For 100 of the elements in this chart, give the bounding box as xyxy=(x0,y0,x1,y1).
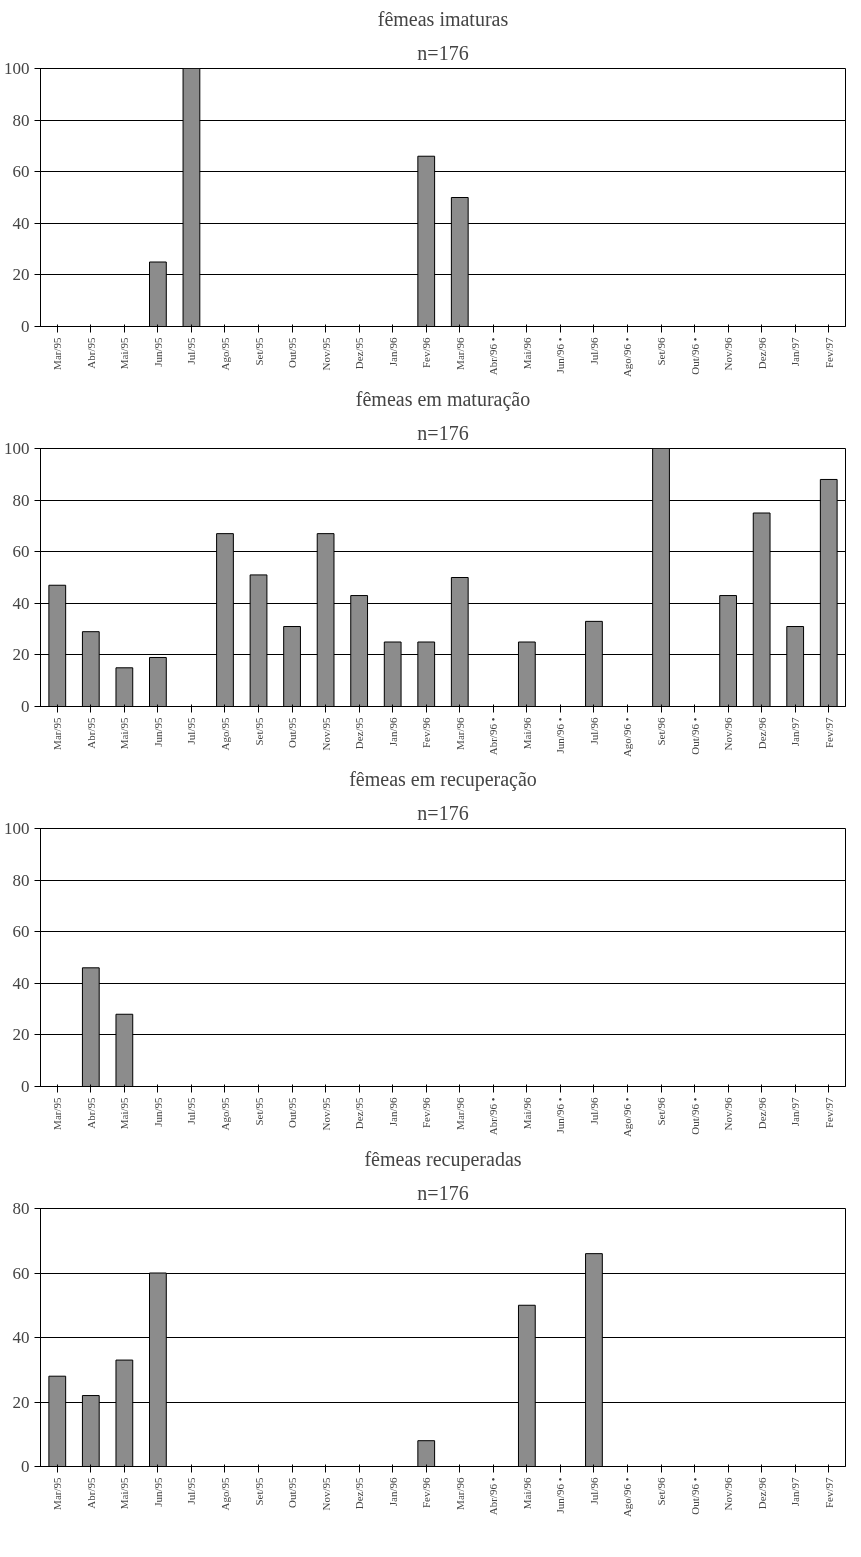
x-tick-label: Abr/95 xyxy=(84,717,97,749)
x-tick-label: Nov/96 xyxy=(722,1097,735,1131)
x-tick-label: Dez/95 xyxy=(353,1477,366,1510)
x-tick-label: Mar/96 xyxy=(453,717,466,750)
x-tick-label: Mar/95 xyxy=(51,1097,64,1130)
y-tick-label: 60 xyxy=(12,1263,30,1283)
x-tick-label: Set/95 xyxy=(252,1477,265,1506)
y-tick-label: 40 xyxy=(12,593,30,613)
x-tick-label: Mai/96 xyxy=(520,337,533,370)
x-tick-label: Nov/96 xyxy=(722,717,735,751)
x-tick-label: Mai/95 xyxy=(118,337,131,370)
x-tick-label: Ago/96 • xyxy=(621,1097,634,1138)
x-tick-label: Abr/95 xyxy=(84,337,97,369)
y-tick-label: 100 xyxy=(4,819,30,838)
x-tick-label: Jul/95 xyxy=(185,1477,198,1505)
x-tick-label: Mar/95 xyxy=(51,337,64,370)
x-tick-label: Jan/97 xyxy=(789,337,802,367)
x-tick-label: Abr/96 • xyxy=(487,1477,500,1516)
y-tick-label: 40 xyxy=(12,213,30,233)
x-tick-label: Jan/96 xyxy=(386,1097,399,1127)
x-tick-label: Mar/95 xyxy=(51,717,64,750)
x-tick-label: Mai/96 xyxy=(520,1097,533,1130)
x-tick-label: Mai/95 xyxy=(118,1097,131,1130)
x-tick-label: Jul/96 xyxy=(587,1097,600,1125)
x-tick-label: Abr/95 xyxy=(84,1097,97,1129)
x-tick-label: Nov/95 xyxy=(319,337,332,371)
x-tick-label: Dez/96 xyxy=(755,337,768,370)
x-tick-label: Fev/96 xyxy=(420,717,433,749)
x-tick-label: Set/95 xyxy=(252,1097,265,1126)
x-tick-label: Nov/95 xyxy=(319,1477,332,1511)
x-tick-label: Fev/96 xyxy=(420,1097,433,1129)
x-tick-label: Jul/95 xyxy=(185,717,198,745)
x-tick-label: Set/95 xyxy=(252,337,265,366)
x-tick-label: Jul/96 xyxy=(587,337,600,365)
y-tick-label: 20 xyxy=(12,265,30,285)
x-tick-label: Dez/95 xyxy=(353,717,366,750)
x-tick-label: Out/96 • xyxy=(688,337,701,375)
x-tick-label: Mai/95 xyxy=(118,717,131,750)
x-tick-label: Abr/96 • xyxy=(487,1097,500,1136)
x-tick-label: Jun/96 • xyxy=(554,1477,567,1514)
x-tick-label: Jun/96 • xyxy=(554,717,567,754)
y-tick-label: 20 xyxy=(12,645,30,665)
chart-title: fêmeas imaturas xyxy=(377,7,509,30)
x-tick-label: Dez/95 xyxy=(353,1097,366,1130)
x-tick-label: Ago/95 xyxy=(218,1477,231,1511)
x-tick-label: Ago/96 • xyxy=(621,717,634,758)
x-tick-label: Fev/97 xyxy=(822,717,835,749)
x-tick-label: Jul/95 xyxy=(185,337,198,365)
x-tick-label: Mai/96 xyxy=(520,717,533,750)
x-tick-label: Fev/97 xyxy=(822,1097,835,1129)
y-tick-label: 0 xyxy=(21,1077,30,1096)
x-tick-label: Ago/96 • xyxy=(621,337,634,378)
x-tick-label: Dez/96 xyxy=(755,1097,768,1130)
x-tick-label: Abr/96 • xyxy=(487,717,500,756)
x-tick-label: Abr/96 • xyxy=(487,337,500,376)
chart-title: fêmeas recuperadas xyxy=(364,1147,522,1171)
x-tick-label: Jul/95 xyxy=(185,1097,198,1125)
x-tick-label: Ago/95 xyxy=(218,337,231,371)
y-tick-label: 80 xyxy=(12,1199,30,1218)
x-tick-label: Out/95 xyxy=(286,717,299,749)
x-tick-label: Abr/95 xyxy=(84,1477,97,1509)
x-tick-label: Mai/96 xyxy=(520,1477,533,1510)
y-tick-label: 60 xyxy=(12,922,30,942)
x-tick-label: Out/95 xyxy=(286,1477,299,1509)
y-tick-label: 80 xyxy=(12,870,30,890)
chart-subtitle: n=176 xyxy=(417,421,469,444)
chart-subtitle: n=176 xyxy=(417,801,469,824)
chart-subtitle: n=176 xyxy=(417,1181,469,1204)
x-tick-label: Out/95 xyxy=(286,1097,299,1129)
x-tick-label: Set/96 xyxy=(655,1477,668,1506)
x-tick-label: Jul/96 xyxy=(587,1477,600,1505)
y-tick-label: 0 xyxy=(21,317,30,336)
x-tick-label: Nov/96 xyxy=(722,1477,735,1511)
x-tick-label: Jan/96 xyxy=(386,717,399,747)
chart-title: fêmeas em recuperação xyxy=(349,767,537,791)
x-tick-label: Jun/95 xyxy=(151,717,164,747)
x-tick-label: Mar/96 xyxy=(453,1097,466,1130)
x-tick-label: Ago/95 xyxy=(218,1097,231,1131)
x-tick-label: Fev/97 xyxy=(822,1477,835,1509)
x-tick-label: Out/96 • xyxy=(688,717,701,755)
x-tick-label: Jan/97 xyxy=(789,1477,802,1507)
x-tick-label: Mar/96 xyxy=(453,337,466,370)
y-tick-label: 40 xyxy=(12,1328,30,1347)
y-tick-label: 40 xyxy=(12,973,30,993)
x-tick-label: Set/96 xyxy=(655,717,668,746)
x-tick-label: Jan/96 xyxy=(386,337,399,367)
x-tick-label: Nov/95 xyxy=(319,717,332,751)
chart-subtitle: n=176 xyxy=(417,41,469,64)
x-tick-label: Jul/96 xyxy=(587,717,600,745)
x-tick-label: Ago/96 • xyxy=(621,1477,634,1518)
x-tick-label: Out/96 • xyxy=(688,1477,701,1515)
x-tick-label: Dez/96 xyxy=(755,717,768,750)
x-tick-label: Mar/96 xyxy=(453,1477,466,1510)
x-tick-label: Ago/95 xyxy=(218,717,231,751)
x-tick-label: Set/96 xyxy=(655,1097,668,1126)
x-tick-label: Jun/96 • xyxy=(554,337,567,374)
y-tick-label: 60 xyxy=(12,162,30,182)
x-tick-label: Jan/97 xyxy=(789,1097,802,1127)
y-tick-label: 80 xyxy=(12,490,30,510)
x-tick-label: Set/96 xyxy=(655,337,668,366)
